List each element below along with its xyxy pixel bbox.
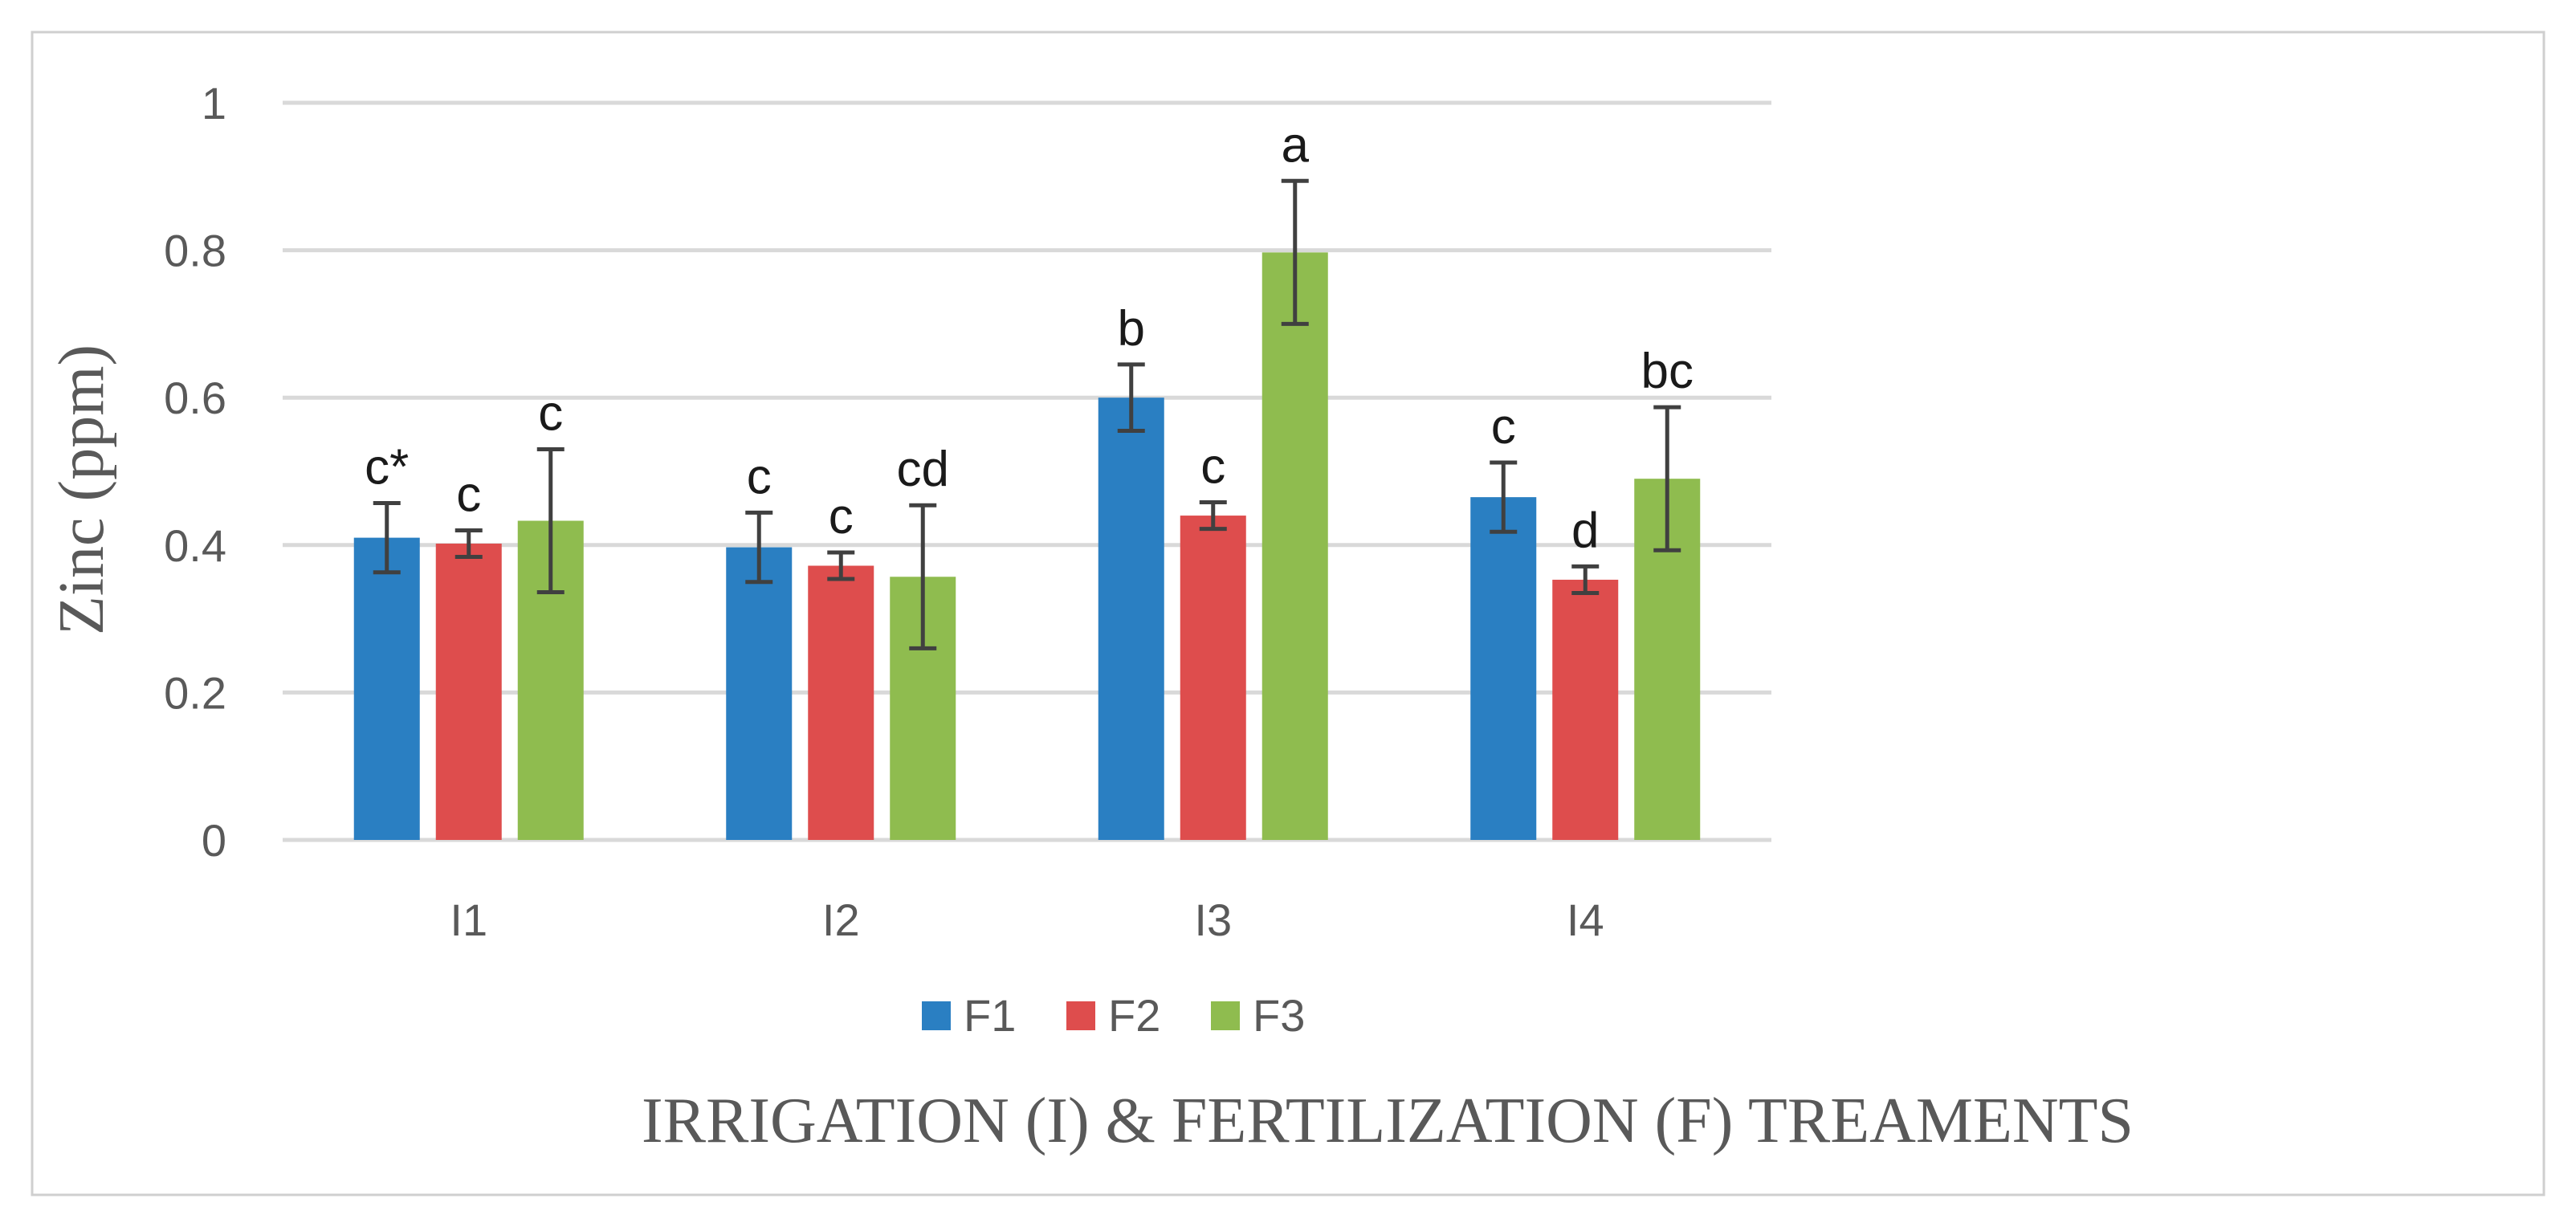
legend-swatch [1066, 1001, 1095, 1030]
bars [353, 252, 1701, 840]
significance-letter: a [1282, 117, 1310, 173]
bar-f1-i1 [353, 537, 420, 840]
y-tick-label: 0.8 [164, 226, 226, 276]
bar-f1-i2 [726, 547, 793, 840]
x-axis-title: IRRIGATION (I) & FERTILIZATION (F) TREAM… [642, 1086, 2134, 1156]
significance-letter: b [1118, 301, 1145, 357]
significance-letter: c [1491, 399, 1516, 454]
legend-swatch [1211, 1001, 1240, 1030]
y-axis-title: Zinc (ppm) [47, 344, 117, 635]
error-bars [373, 178, 1681, 650]
bar-f3-i3 [1262, 252, 1328, 840]
legend-swatch [922, 1001, 951, 1030]
y-tick-label: 0.4 [164, 520, 226, 571]
significance-letter: c* [365, 439, 409, 495]
legend: F1 F2 F3 [922, 990, 1305, 1041]
significance-letter: bc [1641, 344, 1694, 399]
significance-letter: d [1571, 503, 1599, 558]
significance-letter: c [456, 467, 481, 522]
y-tick-label: 1 [202, 78, 226, 128]
legend-label: F2 [1108, 990, 1160, 1041]
significance-letter: c [747, 449, 772, 504]
legend-label: F3 [1253, 990, 1305, 1041]
bar-f1-i3 [1098, 397, 1164, 840]
bar-f2-i1 [435, 543, 502, 840]
x-axis-ticks: I1 I2 I3 I4 [450, 895, 1604, 945]
bar-f2-i4 [1552, 579, 1619, 840]
legend-label: F1 [964, 990, 1016, 1041]
x-tick-label: I1 [450, 895, 487, 945]
significance-letter: c [829, 489, 854, 544]
bar-f1-i4 [1470, 497, 1537, 840]
y-tick-label: 0.6 [164, 373, 226, 423]
bar-f2-i2 [808, 565, 874, 840]
y-axis-ticks: 0 0.2 0.4 0.6 0.8 1 [164, 78, 226, 866]
significance-letter: cd [897, 442, 949, 497]
y-tick-label: 0 [202, 815, 226, 866]
y-tick-label: 0.2 [164, 667, 226, 718]
bar-f2-i3 [1180, 516, 1246, 840]
x-tick-label: I4 [1567, 895, 1604, 945]
x-tick-label: I2 [822, 895, 860, 945]
x-tick-label: I3 [1194, 895, 1232, 945]
significance-letter: c [1200, 439, 1225, 495]
significance-letter: c [538, 385, 563, 441]
